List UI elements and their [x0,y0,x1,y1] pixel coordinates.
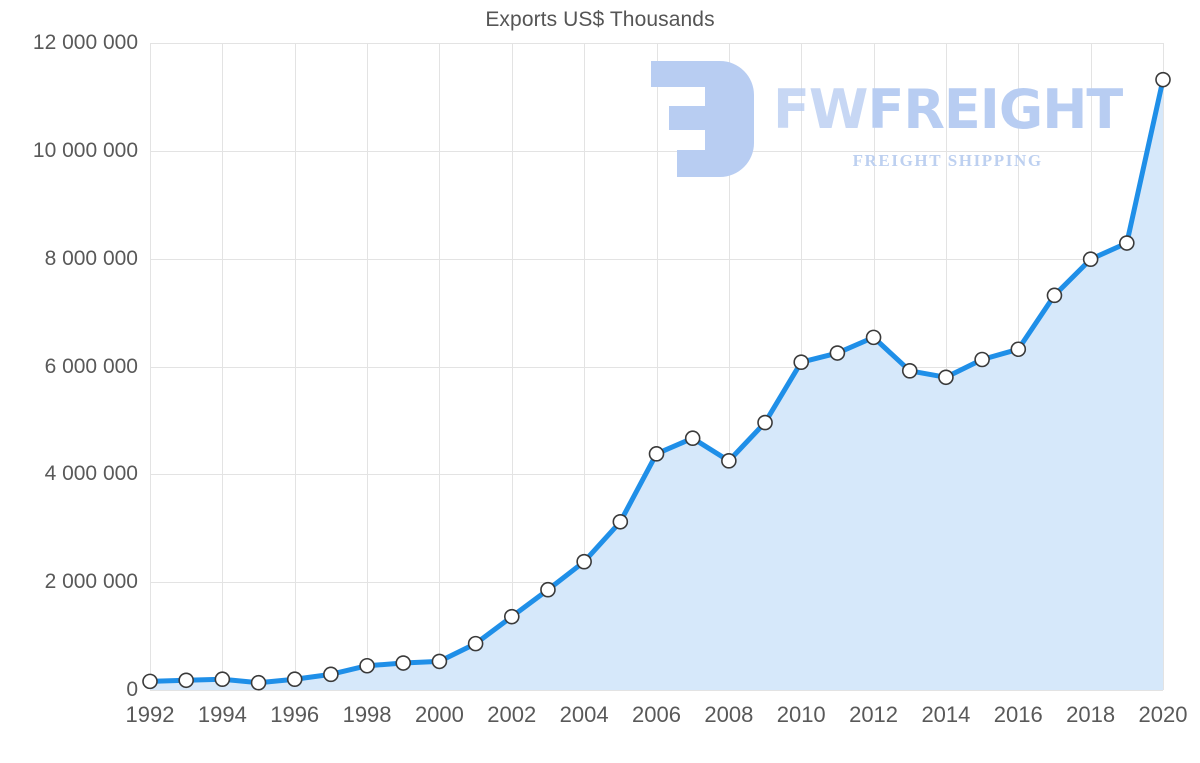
data-point-marker[interactable] [757,414,773,431]
gridline-vertical [584,43,586,690]
data-point-marker[interactable] [938,369,954,386]
data-point-marker[interactable] [1082,251,1099,268]
data-point-marker[interactable] [684,430,701,447]
data-point-marker[interactable] [865,329,882,346]
data-point-marker[interactable] [540,581,556,598]
gridline-vertical [294,43,296,690]
gridline-vertical [728,43,730,690]
data-point-marker[interactable] [974,351,990,368]
data-point-marker[interactable] [648,446,665,462]
gridline-vertical [439,43,441,690]
area-fill [150,79,1163,690]
data-point-marker[interactable] [142,673,158,690]
gridline-horizontal [150,690,1163,691]
gridline-vertical [656,43,658,690]
data-point-marker[interactable] [323,666,339,683]
data-point-marker[interactable] [829,345,846,361]
data-point-marker[interactable] [1010,341,1027,358]
chart-title: Exports US$ Thousands [485,8,715,31]
data-point-marker[interactable] [250,674,267,691]
data-point-marker[interactable] [214,671,231,688]
data-point-marker[interactable] [612,513,629,530]
data-point-marker[interactable] [1155,71,1171,88]
data-point-marker[interactable] [901,363,918,379]
data-point-marker[interactable] [1119,235,1135,251]
data-point-marker[interactable] [431,653,448,670]
gridline-vertical [945,43,947,690]
data-point-marker[interactable] [359,657,375,674]
data-point-marker[interactable] [576,553,592,570]
gridline-vertical [1163,43,1164,690]
gridline-vertical [150,43,151,690]
gridline-vertical [222,43,224,690]
data-point-marker[interactable] [395,655,412,671]
data-point-marker[interactable] [1046,287,1063,304]
data-point-marker[interactable] [467,635,484,652]
data-point-marker[interactable] [178,672,194,689]
data-point-marker[interactable] [286,671,303,688]
data-point-marker[interactable] [503,608,520,625]
data-point-markers [142,71,1171,691]
data-point-marker[interactable] [793,354,810,370]
gridline-vertical [367,43,369,690]
gridline-vertical [511,43,513,690]
data-point-marker[interactable] [721,453,737,469]
